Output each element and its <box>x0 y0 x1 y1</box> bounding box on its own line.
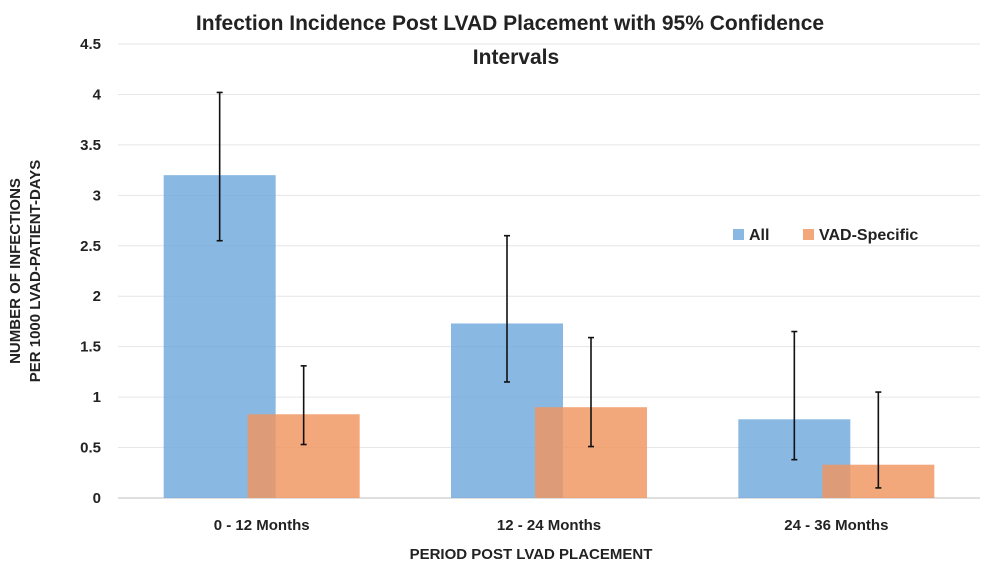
y-tick-label: 4 <box>93 86 102 103</box>
x-tick-label: 12 - 24 Months <box>497 517 601 534</box>
y-tick-label: 3 <box>93 187 101 204</box>
x-tick-labels: 0 - 12 Months 12 - 24 Months 24 - 36 Month… <box>214 517 889 534</box>
y-axis-label: NUMBER OF INFECTIONS PER 1000 LVAD-PATIE… <box>7 160 44 383</box>
legend-label-all: All <box>749 227 769 244</box>
y-tick-label: 0 <box>93 490 101 507</box>
y-tick-label: 2.5 <box>80 238 101 255</box>
legend: All VAD-Specific <box>733 227 918 244</box>
legend-swatch-all <box>733 229 744 240</box>
y-tick-label: 2 <box>93 288 101 305</box>
bars <box>163 175 935 498</box>
y-tick-label: 1.5 <box>80 339 101 356</box>
error-bar <box>504 234 510 383</box>
error-bars <box>216 91 882 489</box>
x-tick-label: 24 - 36 Months <box>784 517 888 534</box>
error-bar <box>875 391 882 489</box>
chart-title-line-2: Intervals <box>473 46 559 69</box>
error-bar <box>791 330 798 461</box>
error-bar <box>588 336 594 448</box>
error-bar <box>216 91 223 242</box>
y-tick-label: 1 <box>93 389 101 406</box>
y-tick-labels: 0 0.5 1 1.5 2 2.5 3 3.5 4 4.5 <box>80 36 102 507</box>
legend-label-vad-specific: VAD-Specific <box>819 227 918 244</box>
y-tick-label: 3.5 <box>80 137 101 154</box>
x-axis-label: PERIOD POST LVAD PLACEMENT <box>410 546 653 563</box>
x-tick-label: 0 - 12 Months <box>214 517 310 534</box>
y-tick-label: 4.5 <box>80 36 101 53</box>
legend-swatch-vad-specific <box>803 229 814 240</box>
error-bar <box>300 365 307 446</box>
y-tick-label: 0.5 <box>80 440 101 457</box>
y-axis-label-line-2: PER 1000 LVAD-PATIENT-DAYS <box>27 160 44 383</box>
chart-title-line-1: Infection Incidence Post LVAD Placement … <box>196 12 824 35</box>
y-axis-label-line-1: NUMBER OF INFECTIONS <box>7 178 24 364</box>
